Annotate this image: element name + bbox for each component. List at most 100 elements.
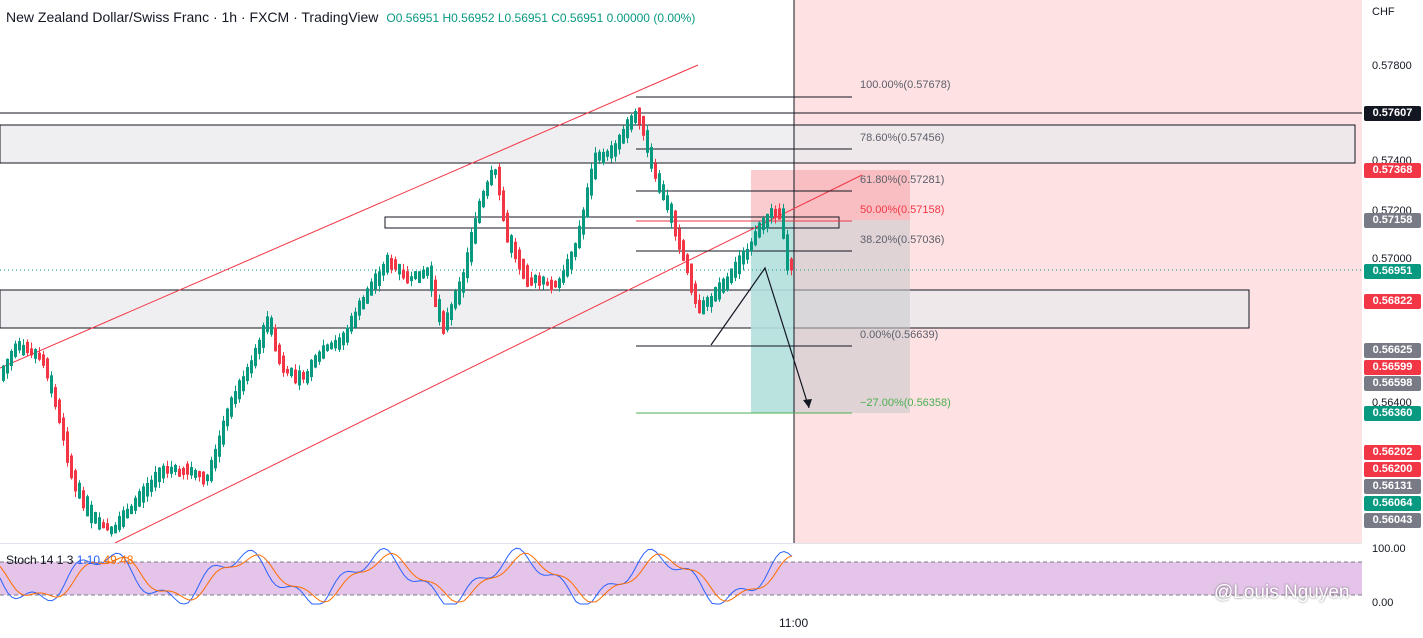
candle-body bbox=[90, 504, 93, 524]
price-label[interactable]: 0.56951 bbox=[1364, 264, 1421, 279]
position-stop-zone[interactable] bbox=[751, 170, 910, 220]
candle-body bbox=[554, 280, 557, 288]
stoch-legend[interactable]: Stoch 14 1 3 1.10 49.48 bbox=[6, 553, 133, 567]
chart-header: New Zealand Dollar/Swiss Franc · 1h · FX… bbox=[6, 9, 695, 25]
candle-body bbox=[602, 151, 605, 164]
candle-body bbox=[282, 355, 285, 373]
candle-body bbox=[470, 231, 473, 263]
candle-body bbox=[698, 299, 701, 314]
price-label[interactable]: 0.56202 bbox=[1364, 445, 1421, 460]
candle-body bbox=[614, 143, 617, 157]
price-axis[interactable]: CHF 0.57800 0.57400 0.57200 0.57000 0.56400 … bbox=[1362, 0, 1423, 633]
candle-body bbox=[366, 288, 369, 304]
candle-body bbox=[654, 163, 657, 179]
candle-body bbox=[378, 271, 381, 286]
candle-body bbox=[330, 342, 333, 350]
channel-upper-line[interactable] bbox=[0, 64, 699, 369]
projection-path[interactable] bbox=[710, 266, 810, 409]
candle-body bbox=[250, 360, 253, 374]
candle-body bbox=[350, 315, 353, 332]
candle-body bbox=[258, 339, 261, 354]
candle-body bbox=[494, 169, 497, 175]
candle-body bbox=[54, 387, 57, 407]
candle-body bbox=[154, 471, 157, 488]
candle-body bbox=[526, 265, 529, 287]
candle-body bbox=[518, 249, 521, 270]
candle-body bbox=[390, 257, 393, 270]
price-label[interactable]: 0.56131 bbox=[1364, 479, 1421, 494]
candle-body bbox=[566, 259, 569, 277]
candle-body bbox=[298, 370, 301, 386]
price-label[interactable]: 0.56598 bbox=[1364, 376, 1421, 391]
candle-body bbox=[506, 212, 509, 243]
price-label[interactable]: 0.56360 bbox=[1364, 406, 1421, 421]
price-label[interactable]: 0.56043 bbox=[1364, 513, 1421, 528]
candles bbox=[2, 107, 793, 537]
candle-body bbox=[222, 420, 225, 445]
candle-body bbox=[270, 317, 273, 335]
price-label[interactable]: 0.56064 bbox=[1364, 496, 1421, 511]
candle-body bbox=[318, 351, 321, 362]
price-label[interactable]: 0.56625 bbox=[1364, 343, 1421, 358]
chart-pane[interactable]: New Zealand Dollar/Swiss Franc · 1h · FX… bbox=[0, 0, 1362, 633]
price-label[interactable]: 0.56200 bbox=[1364, 462, 1421, 477]
candle-body bbox=[186, 463, 189, 475]
candle-body bbox=[674, 210, 677, 237]
candle-body bbox=[758, 222, 761, 238]
order-block-box[interactable] bbox=[384, 216, 840, 229]
candle-body bbox=[646, 130, 649, 153]
candle-body bbox=[218, 435, 221, 457]
candle-body bbox=[14, 343, 17, 357]
candle-body bbox=[770, 208, 773, 219]
candle-body bbox=[86, 496, 89, 517]
candle-body bbox=[610, 145, 613, 159]
candle-body bbox=[110, 526, 113, 535]
candle-body bbox=[742, 250, 745, 265]
price-label[interactable]: 0.57368 bbox=[1364, 163, 1421, 178]
price-label[interactable]: 0.57158 bbox=[1364, 213, 1421, 228]
price-label[interactable]: 0.57607 bbox=[1364, 106, 1421, 121]
resistance-zone[interactable] bbox=[0, 124, 1356, 164]
fib-label: 0.00%(0.56639) bbox=[860, 329, 939, 341]
candle-body bbox=[582, 209, 585, 235]
time-axis-label: 11:00 bbox=[779, 616, 809, 630]
candle-body bbox=[386, 254, 389, 273]
candle-body bbox=[422, 269, 425, 279]
candle-body bbox=[750, 241, 753, 252]
candle-body bbox=[642, 115, 645, 136]
candle-body bbox=[658, 173, 661, 193]
channel-lower-line[interactable] bbox=[114, 174, 863, 544]
support-zone[interactable] bbox=[0, 289, 1250, 329]
candle-body bbox=[202, 471, 205, 485]
candle-body bbox=[10, 350, 13, 366]
candle-body bbox=[430, 265, 433, 292]
candle-body bbox=[786, 234, 789, 271]
candle-body bbox=[214, 448, 217, 469]
candle-body bbox=[398, 263, 401, 275]
candle-body bbox=[450, 304, 453, 320]
candle-body bbox=[578, 225, 581, 249]
candle-body bbox=[510, 235, 513, 253]
candle-body bbox=[102, 522, 105, 529]
candle-body bbox=[514, 241, 517, 260]
stoch-k-value: 1.10 bbox=[76, 553, 101, 567]
price-label[interactable]: 0.56599 bbox=[1364, 360, 1421, 375]
price-chart[interactable] bbox=[0, 0, 1362, 633]
candle-body bbox=[6, 358, 9, 374]
candle-body bbox=[738, 255, 741, 275]
candle-body bbox=[278, 344, 281, 364]
candle-body bbox=[246, 366, 249, 382]
symbol-title[interactable]: New Zealand Dollar/Swiss Franc · 1h · FX… bbox=[6, 9, 379, 25]
candle-body bbox=[194, 470, 197, 478]
candle-body bbox=[638, 107, 641, 125]
projection-arrowhead bbox=[803, 399, 812, 408]
axis-currency: CHF bbox=[1372, 6, 1395, 18]
candle-body bbox=[338, 337, 341, 350]
candle-body bbox=[134, 497, 137, 511]
candle-body bbox=[718, 282, 721, 300]
candle-body bbox=[94, 512, 97, 524]
candle-body bbox=[482, 190, 485, 208]
candle-body bbox=[782, 208, 785, 239]
price-label[interactable]: 0.56822 bbox=[1364, 294, 1421, 309]
candle-body bbox=[542, 276, 545, 285]
